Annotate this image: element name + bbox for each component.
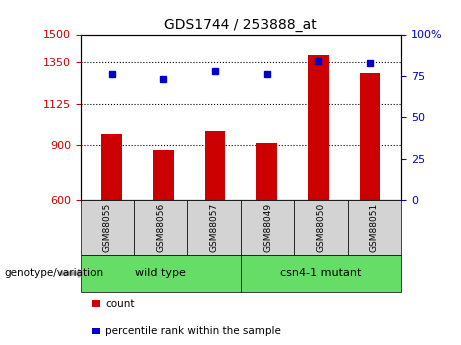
- Bar: [153, 149, 174, 200]
- Text: GSM88055: GSM88055: [103, 203, 112, 252]
- Bar: [256, 143, 277, 200]
- Text: GSM88050: GSM88050: [316, 203, 325, 252]
- Text: GSM88051: GSM88051: [370, 203, 379, 252]
- Text: csn4-1 mutant: csn4-1 mutant: [280, 268, 362, 278]
- Text: GSM88056: GSM88056: [156, 203, 165, 252]
- Text: wild type: wild type: [136, 268, 186, 278]
- Title: GDS1744 / 253888_at: GDS1744 / 253888_at: [165, 18, 317, 32]
- Text: GSM88057: GSM88057: [210, 203, 219, 252]
- Text: genotype/variation: genotype/variation: [5, 268, 104, 278]
- Text: count: count: [105, 299, 135, 308]
- Text: GSM88049: GSM88049: [263, 203, 272, 252]
- Bar: [360, 73, 380, 200]
- Text: percentile rank within the sample: percentile rank within the sample: [105, 326, 281, 336]
- Bar: [101, 134, 122, 200]
- Bar: [308, 55, 329, 200]
- Bar: [205, 131, 225, 200]
